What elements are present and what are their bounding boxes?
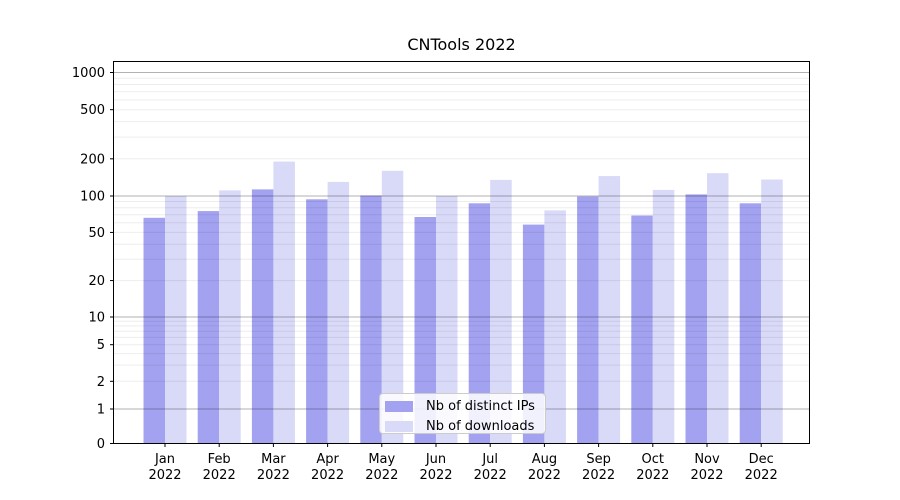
- major-gridlines: [113, 72, 810, 410]
- y-tick-label: 2: [97, 375, 105, 390]
- bar: [468, 203, 491, 444]
- x-tick-label: Feb 2022: [203, 452, 236, 483]
- bar: [414, 217, 436, 444]
- bar: [436, 196, 458, 444]
- legend-swatch-downloads: [385, 421, 413, 432]
- y-tick-label: 500: [80, 103, 105, 118]
- legend-swatch-distinct-ips: [385, 401, 413, 412]
- bar: [577, 196, 599, 444]
- bar: [327, 181, 350, 444]
- bar: [544, 210, 566, 444]
- x-tick-label: Jul 2022: [474, 452, 507, 483]
- y-tick-label: 100: [80, 190, 105, 205]
- x-tick-label: Jan 2022: [148, 452, 181, 483]
- legend: Nb of distinct IPs Nb of downloads: [379, 393, 546, 434]
- legend-item-distinct-ips: Nb of distinct IPs: [385, 399, 545, 414]
- x-tick-label: Oct 2022: [636, 452, 669, 483]
- bar: [360, 195, 382, 444]
- y-tick-label: 50: [88, 226, 105, 241]
- x-tick-label: Dec 2022: [745, 452, 778, 483]
- bar: [251, 189, 274, 444]
- y-tick-label: 1000: [72, 66, 105, 81]
- bars-downloads: [165, 161, 783, 444]
- x-tick-label: Aug 2022: [528, 452, 561, 483]
- legend-label-downloads: Nb of downloads: [426, 419, 535, 434]
- bar: [685, 194, 707, 444]
- x-tick-label: Apr 2022: [311, 452, 344, 483]
- bar: [306, 199, 328, 444]
- bar: [197, 211, 220, 444]
- bar: [598, 176, 621, 444]
- bars-distinct-ips: [143, 189, 762, 444]
- bar: [165, 196, 187, 444]
- x-axis: Jan 2022 Feb 2022 Mar 2022 Apr 2022 May 2022 Jun 20…: [148, 443, 778, 483]
- y-tick-label: 5: [97, 338, 105, 353]
- y-tick-label: 200: [80, 152, 105, 167]
- bar: [522, 224, 545, 444]
- legend-item-downloads: Nb of downloads: [385, 419, 545, 434]
- y-tick-label: 20: [88, 274, 105, 289]
- chart-title: CNTools 2022: [407, 35, 516, 54]
- bar: [273, 161, 295, 444]
- bar: [143, 217, 165, 444]
- bar: [219, 190, 241, 444]
- y-tick-label: 1: [97, 403, 105, 418]
- bar: [490, 179, 512, 444]
- bar: [707, 173, 729, 444]
- y-tick-label: 10: [88, 311, 105, 326]
- plot-frame: [113, 61, 810, 444]
- y-axis: 0 1 2 5 10 20 50 100 200 500 1000: [72, 66, 114, 452]
- bar: [761, 179, 783, 444]
- x-tick-label: Mar 2022: [257, 452, 290, 483]
- bar: [381, 170, 404, 444]
- y-tick-label: 0: [97, 437, 105, 452]
- x-tick-label: Sep 2022: [582, 452, 615, 483]
- x-tick-label: Nov 2022: [690, 452, 723, 483]
- legend-label-distinct-ips: Nb of distinct IPs: [426, 399, 535, 414]
- bar: [631, 215, 653, 444]
- bar: [652, 189, 675, 444]
- x-tick-label: Jun 2022: [419, 452, 452, 483]
- minor-gridlines: [113, 77, 810, 382]
- x-tick-label: May 2022: [365, 452, 398, 483]
- bar: [739, 203, 762, 444]
